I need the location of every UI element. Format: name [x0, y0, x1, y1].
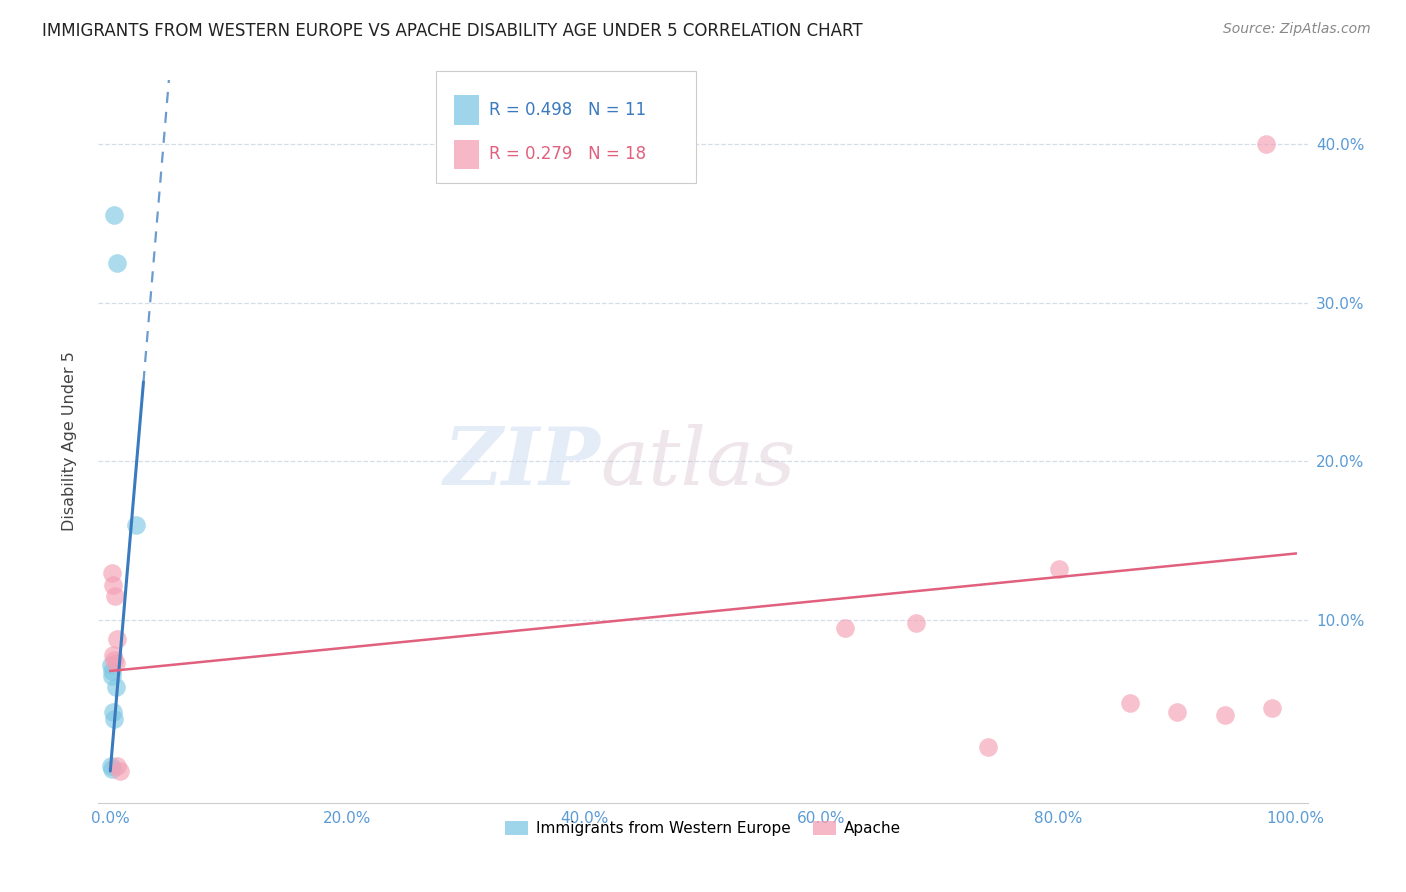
Point: [101, 669, 124, 683]
Point: [105, 632, 128, 647]
Point: [100, 657, 122, 672]
Point: [100, 664, 122, 678]
Point: [100, 759, 122, 773]
Point: [1119, 696, 1142, 710]
Text: R = 0.279   N = 18: R = 0.279 N = 18: [489, 145, 647, 163]
Point: [110, 764, 132, 778]
Point: [104, 590, 127, 604]
Point: [104, 656, 127, 670]
Point: [101, 706, 124, 720]
Point: [125, 517, 148, 532]
Point: [103, 578, 125, 592]
Y-axis label: Disability Age Under 5: Disability Age Under 5: [62, 351, 77, 532]
Point: [103, 712, 125, 726]
Point: [100, 763, 122, 777]
Point: [101, 566, 124, 580]
Point: [105, 759, 128, 773]
Point: [105, 680, 128, 694]
Text: atlas: atlas: [600, 425, 796, 502]
Legend: Immigrants from Western Europe, Apache: Immigrants from Western Europe, Apache: [499, 814, 907, 842]
Point: [105, 256, 128, 270]
Point: [1254, 136, 1277, 151]
Point: [103, 208, 125, 222]
Point: [1047, 562, 1070, 576]
Text: ZIP: ZIP: [443, 425, 600, 502]
Point: [1261, 700, 1284, 714]
Point: [834, 621, 856, 635]
Text: Source: ZipAtlas.com: Source: ZipAtlas.com: [1223, 22, 1371, 37]
Point: [101, 648, 124, 662]
Text: IMMIGRANTS FROM WESTERN EUROPE VS APACHE DISABILITY AGE UNDER 5 CORRELATION CHAR: IMMIGRANTS FROM WESTERN EUROPE VS APACHE…: [42, 22, 863, 40]
Point: [976, 740, 998, 755]
Point: [1166, 706, 1188, 720]
Point: [1213, 708, 1236, 723]
Point: [103, 653, 125, 667]
Text: R = 0.498   N = 11: R = 0.498 N = 11: [489, 101, 647, 119]
Point: [905, 616, 928, 631]
